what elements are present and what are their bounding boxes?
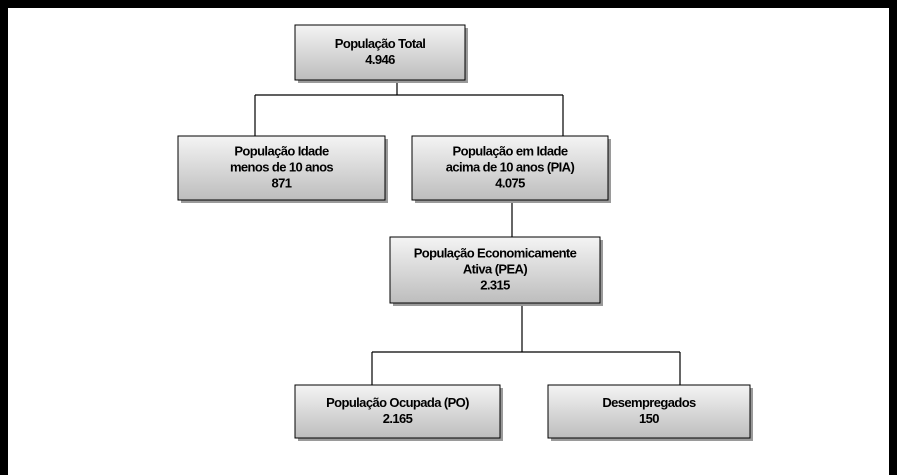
node-box: [177, 135, 386, 201]
node-box: [411, 135, 609, 201]
connector: [254, 80, 564, 136]
node-box: [294, 384, 501, 439]
node-label: menos de 10 anos: [230, 159, 333, 174]
connector: [371, 303, 681, 385]
node-box: [389, 236, 601, 304]
node-label: População Idade: [234, 143, 329, 158]
node-label: acima de 10 anos (PIA): [446, 159, 575, 174]
node-value: 2.315: [480, 277, 510, 292]
node-value: 150: [639, 411, 659, 426]
node-label: Desempregados: [602, 395, 696, 410]
node-label: População Total: [335, 36, 425, 51]
node-value: 871: [272, 175, 292, 190]
node-label: População em Idade: [453, 143, 568, 158]
node-box: [294, 24, 466, 81]
node-value: 2.165: [383, 411, 413, 426]
node-label: População Economicamente: [414, 245, 577, 260]
node-box: [547, 384, 751, 439]
node: População Ocupada (PO)2.165: [294, 384, 503, 441]
node-value: 4.946: [365, 52, 395, 67]
node-label: Ativa (PEA): [463, 261, 527, 276]
node-label: População Ocupada (PO): [326, 395, 469, 410]
node-value: 4.075: [495, 175, 525, 190]
